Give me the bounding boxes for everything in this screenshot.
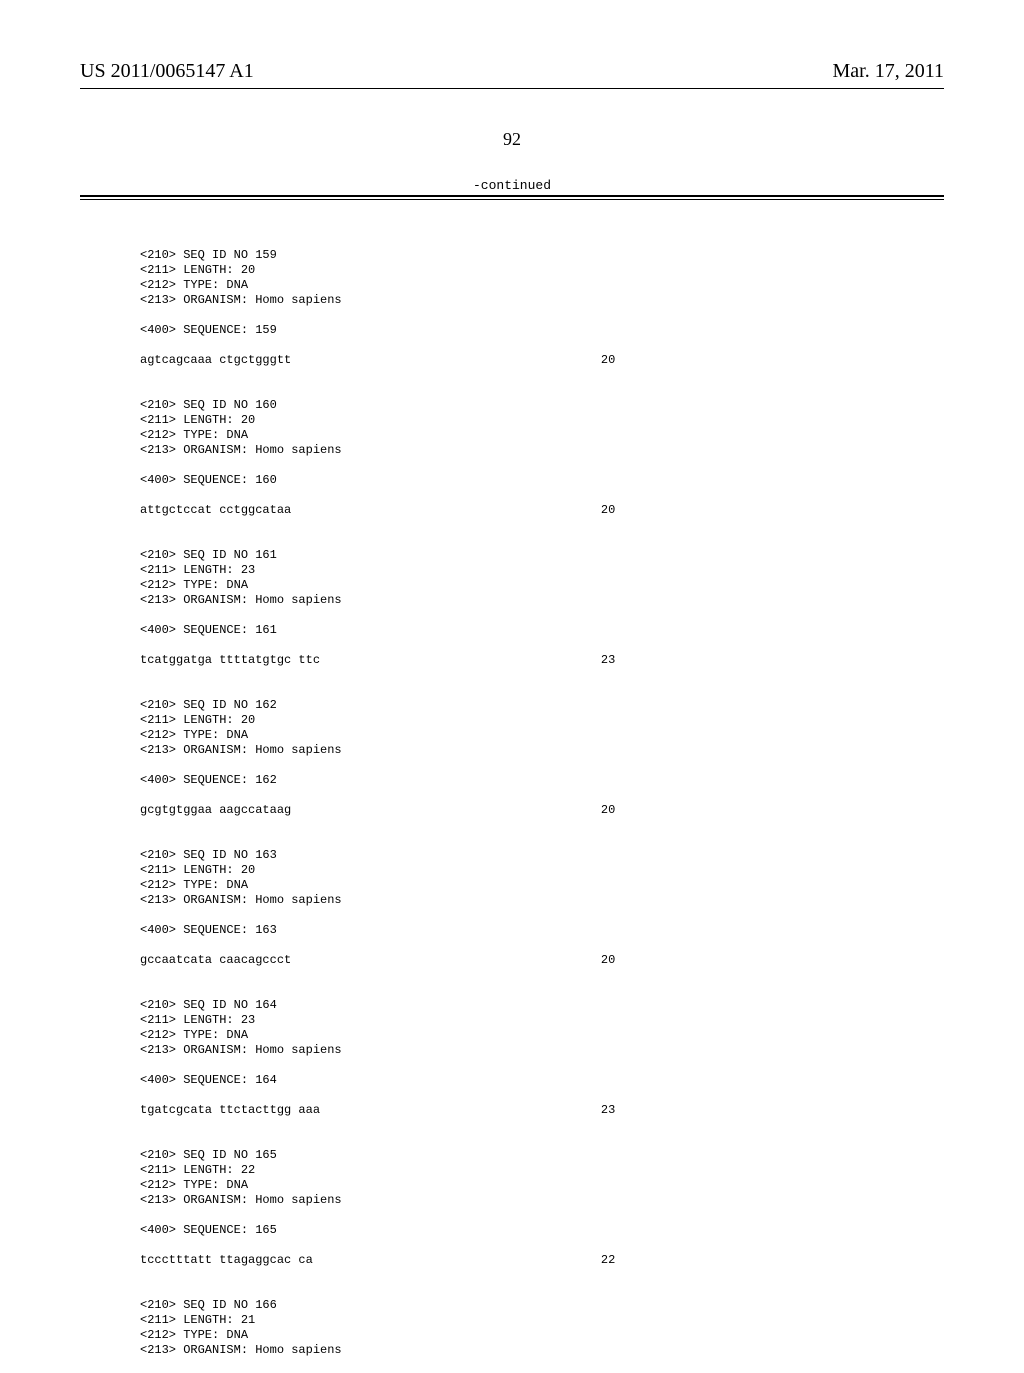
publication-number: US 2011/0065147 A1 [80, 60, 254, 83]
page-number: 92 [0, 129, 1024, 150]
publication-date: Mar. 17, 2011 [833, 60, 944, 83]
continued-label: -continued [0, 178, 1024, 193]
sequence-listing: <210> SEQ ID NO 159 <211> LENGTH: 20 <21… [0, 200, 1024, 1373]
rule-top [80, 195, 944, 197]
page-header: US 2011/0065147 A1 Mar. 17, 2011 [80, 0, 944, 89]
